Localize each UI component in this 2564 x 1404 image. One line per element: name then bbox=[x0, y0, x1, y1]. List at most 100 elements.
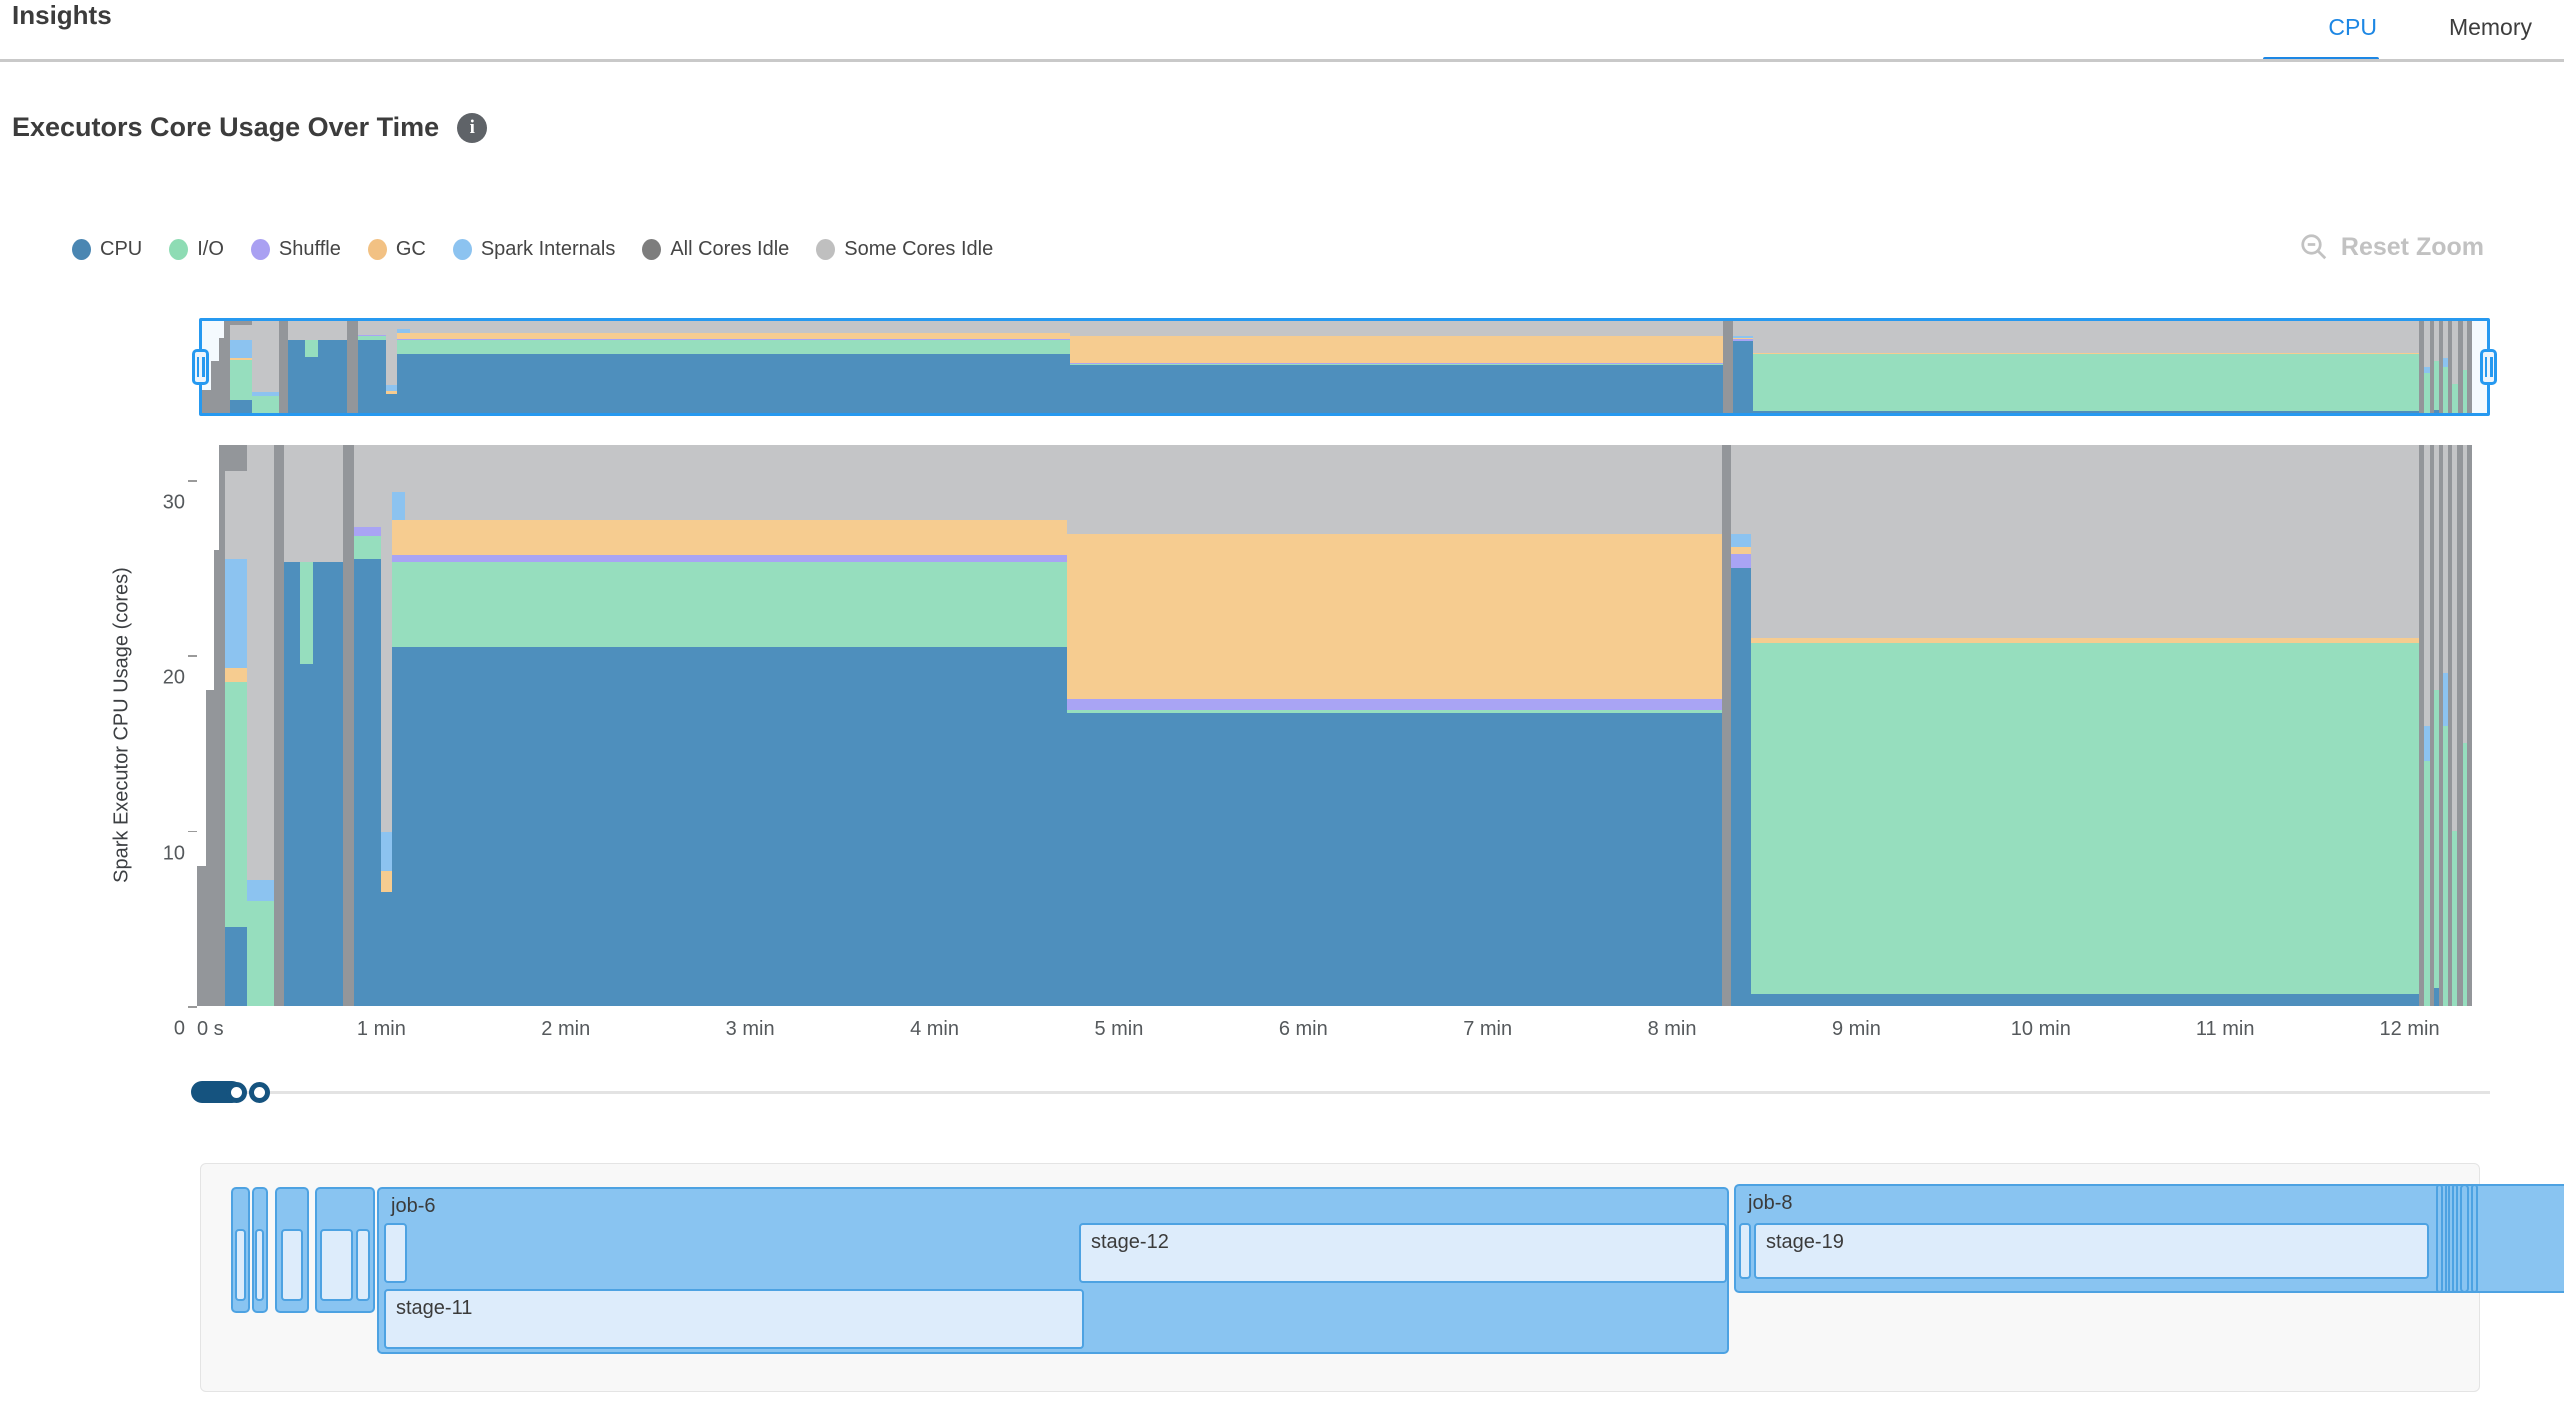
stage-bar[interactable] bbox=[384, 1223, 407, 1283]
area-shuffle bbox=[358, 334, 386, 336]
chart-segment bbox=[2442, 321, 2449, 413]
job-bar[interactable] bbox=[2436, 1184, 2443, 1293]
x-tick-label: 0 s bbox=[197, 1018, 224, 1040]
stage-bar[interactable] bbox=[235, 1229, 246, 1301]
stage-bar[interactable] bbox=[320, 1229, 353, 1301]
area-gc bbox=[229, 357, 252, 360]
reset-zoom-label: Reset Zoom bbox=[2340, 232, 2484, 261]
stage-bar-stage-19[interactable]: stage-19 bbox=[1754, 1223, 2429, 1279]
info-icon[interactable]: i bbox=[457, 112, 488, 143]
chart-segment bbox=[2442, 445, 2449, 1006]
chart-segment bbox=[1070, 321, 1724, 413]
legend-label: GC bbox=[395, 238, 426, 260]
area-io bbox=[2451, 830, 2458, 1006]
chart-segment bbox=[2424, 321, 2430, 413]
chart-segment bbox=[1752, 321, 2419, 413]
area-cpu bbox=[2433, 410, 2440, 413]
area-cpu bbox=[283, 562, 301, 1006]
area-io bbox=[2433, 361, 2440, 411]
area-all_idle bbox=[2439, 445, 2443, 1006]
job-bar[interactable] bbox=[2471, 1184, 2478, 1293]
brush-handle-right[interactable] bbox=[2480, 349, 2497, 385]
chart-segment bbox=[251, 321, 280, 413]
area-io bbox=[2424, 760, 2430, 1006]
chart-segment bbox=[2439, 321, 2443, 413]
area-cpu bbox=[2433, 988, 2440, 1006]
area-io bbox=[1067, 709, 1722, 714]
area-io bbox=[1751, 643, 2419, 994]
job-bar[interactable] bbox=[2452, 1184, 2458, 1293]
stage-bar[interactable] bbox=[281, 1229, 303, 1301]
area-internals bbox=[251, 392, 280, 396]
area-internals bbox=[1731, 534, 1752, 547]
area-all_idle bbox=[347, 321, 359, 413]
zoom-navigator-brush[interactable] bbox=[192, 318, 2497, 416]
area-gc bbox=[405, 520, 1068, 556]
area-some_idle bbox=[397, 321, 410, 329]
legend-item-io[interactable]: I/O bbox=[169, 238, 224, 261]
area-cpu bbox=[300, 664, 314, 1006]
chart-segment bbox=[2466, 321, 2473, 413]
stage-bar[interactable] bbox=[356, 1229, 370, 1301]
slider-handle-left[interactable] bbox=[226, 1082, 247, 1103]
y-tick-mark bbox=[188, 480, 197, 482]
legend-item-gc[interactable]: GC bbox=[367, 238, 426, 261]
area-some_idle bbox=[2433, 445, 2440, 691]
y-tick-mark bbox=[188, 655, 197, 657]
stage-bar-stage-12[interactable]: stage-12 bbox=[1079, 1223, 1727, 1283]
legend-dot-internals bbox=[452, 239, 472, 260]
legend-item-shuffle[interactable]: Shuffle bbox=[250, 238, 341, 261]
area-internals bbox=[2442, 358, 2449, 367]
legend-item-all_idle[interactable]: All Cores Idle bbox=[642, 238, 789, 261]
area-internals bbox=[229, 339, 252, 358]
y-tick-mark bbox=[188, 830, 197, 833]
area-gc bbox=[1070, 335, 1724, 363]
area-io bbox=[251, 395, 280, 413]
job-bar[interactable] bbox=[2445, 1184, 2450, 1293]
y-axis-label: Spark Executor CPU Usage (cores) bbox=[110, 567, 133, 883]
slider-handle-right[interactable] bbox=[249, 1082, 270, 1103]
legend-label: Some Cores Idle bbox=[844, 238, 994, 260]
area-io bbox=[2442, 367, 2449, 413]
stage-bar[interactable] bbox=[1739, 1223, 1751, 1279]
area-some_idle bbox=[2424, 445, 2430, 726]
stage-bar[interactable] bbox=[255, 1229, 264, 1301]
area-internals bbox=[385, 384, 397, 391]
area-all_idle bbox=[218, 338, 225, 413]
legend-item-some_idle[interactable]: Some Cores Idle bbox=[816, 238, 993, 261]
chart-segment bbox=[274, 445, 284, 1006]
legend-item-internals[interactable]: Spark Internals bbox=[452, 238, 615, 261]
cpu-usage-area-chart[interactable] bbox=[197, 445, 2487, 1006]
area-some_idle bbox=[405, 445, 1068, 521]
area-some_idle bbox=[1732, 321, 1753, 336]
stage-bar-stage-11[interactable]: stage-11 bbox=[384, 1289, 1084, 1349]
area-cpu bbox=[1752, 411, 2419, 413]
area-all_idle bbox=[2466, 445, 2473, 1006]
area-io bbox=[2433, 690, 2440, 989]
legend-label: All Cores Idle bbox=[670, 238, 790, 260]
area-some_idle bbox=[2463, 321, 2467, 370]
legend-item-cpu[interactable]: CPU bbox=[72, 238, 142, 261]
area-all_idle bbox=[213, 550, 220, 1006]
time-range-slider-track[interactable] bbox=[200, 1091, 2490, 1094]
area-cpu bbox=[1067, 713, 1722, 1006]
area-some_idle bbox=[1751, 445, 2419, 638]
brush-handle-left[interactable] bbox=[192, 349, 209, 385]
area-cpu bbox=[392, 646, 406, 1006]
area-all_idle bbox=[1723, 321, 1733, 413]
reset-zoom-button[interactable]: Reset Zoom bbox=[2299, 232, 2484, 262]
tab-memory[interactable]: Memory bbox=[2448, 14, 2532, 40]
tab-cpu[interactable]: CPU bbox=[2328, 14, 2377, 40]
area-shuffle bbox=[397, 339, 410, 341]
chart-segment bbox=[202, 321, 212, 413]
chart-segment bbox=[2466, 445, 2473, 1006]
area-all_idle bbox=[206, 690, 214, 1006]
area-io bbox=[1752, 353, 2419, 411]
area-io bbox=[405, 562, 1068, 647]
area-cpu bbox=[1070, 365, 1724, 413]
job-bar[interactable] bbox=[2460, 1184, 2469, 1293]
area-all_idle bbox=[229, 321, 252, 326]
area-shuffle bbox=[353, 527, 382, 537]
legend-dot-gc bbox=[367, 239, 387, 260]
area-all_idle bbox=[2448, 445, 2452, 1006]
